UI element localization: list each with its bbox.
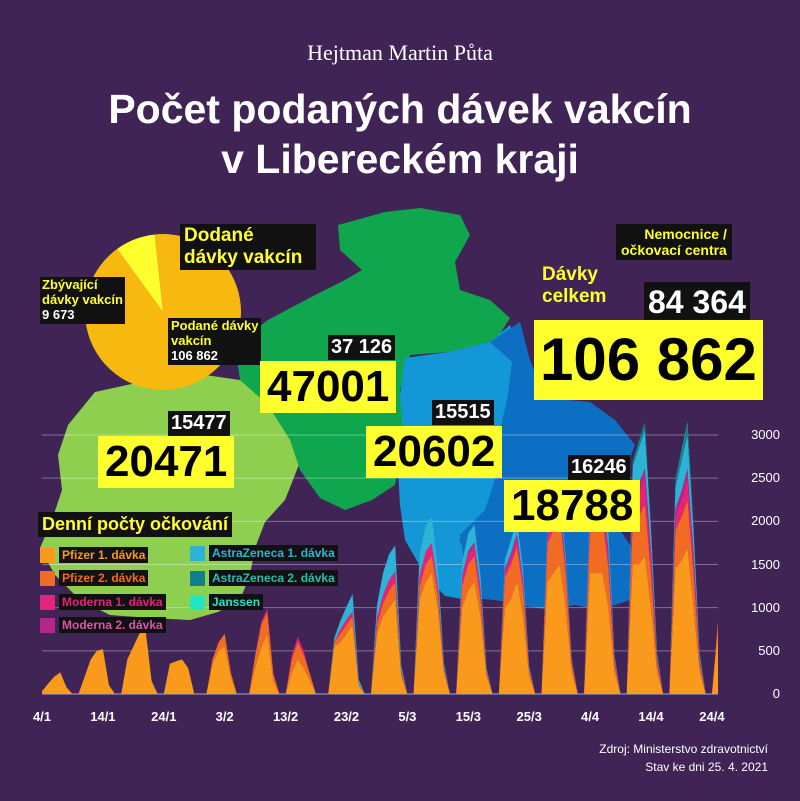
page-title: Počet podaných dávek vakcín v Libereckém… — [0, 84, 800, 184]
x-tick-label: 15/3 — [455, 709, 481, 724]
x-tick-label: 4/4 — [581, 709, 600, 724]
y-tick-label: 3000 — [751, 427, 780, 442]
y-tick-label: 2000 — [751, 513, 780, 529]
legend-label: AstraZeneca 1. dávka — [209, 545, 338, 561]
legend-swatch — [190, 545, 205, 561]
pie-remaining-label: Zbývající dávky vakcín 9 673 — [40, 277, 125, 324]
centers-value: 84 364 — [644, 282, 750, 323]
total-value: 106 862 — [534, 320, 763, 400]
legend-swatch — [40, 594, 55, 610]
legend-label: Moderna 2. dávka — [59, 617, 166, 633]
chart-areas — [42, 422, 718, 694]
x-tick-label: 24/1 — [151, 709, 177, 724]
region-north-total: 47001 — [260, 361, 397, 413]
legend-item: AstraZeneca 2. dávka — [190, 570, 338, 586]
legend-item: Moderna 2. dávka — [40, 617, 166, 633]
legend-label: Moderna 1. dávka — [59, 594, 166, 610]
legend-item: AstraZeneca 1. dávka — [190, 545, 338, 561]
x-tick-label: 13/2 — [272, 709, 299, 724]
legend-title: Denní počty očkování — [38, 512, 233, 537]
legend-swatch — [40, 547, 55, 563]
pie-title: Dodané dávky vakcín — [180, 224, 316, 270]
x-tick-label: 5/3 — [398, 709, 417, 724]
legend-swatch — [40, 570, 55, 586]
x-tick-label: 3/2 — [215, 709, 234, 724]
title-line-2: v Libereckém kraji — [221, 136, 579, 182]
y-tick-label: 2500 — [751, 470, 780, 486]
date-line: Stav ke dni 25. 4. 2021 — [645, 760, 768, 774]
region-west-sub: 15477 — [168, 411, 230, 436]
area-series-pfizer-2-d-vka — [42, 499, 718, 694]
region-center-sub: 15515 — [432, 400, 494, 425]
region-east-total: 18788 — [504, 480, 641, 532]
legend-item: Moderna 1. dávka — [40, 594, 166, 610]
y-tick-label: 0 — [772, 686, 780, 701]
y-tick-label: 1500 — [751, 556, 780, 572]
area-series-pfizer-1-d-vka — [42, 547, 718, 694]
legend-label: Janssen — [209, 594, 264, 610]
total-label: Dávky celkem — [542, 264, 607, 307]
y-tick-label: 500 — [758, 642, 780, 658]
legend-label: Pfizer 2. dávka — [59, 570, 149, 586]
region-east-sub: 16246 — [568, 455, 630, 480]
pie-remaining-value: 9 673 — [42, 306, 75, 322]
legend-swatch — [190, 570, 205, 586]
legend-item: Pfizer 2. dávka — [40, 570, 149, 586]
pie-used-label: Podané dávky vakcín 106 862 — [168, 318, 262, 365]
region-center-total: 20602 — [366, 426, 503, 478]
legend-swatch — [40, 617, 55, 633]
pie-used-value: 106 862 — [171, 347, 218, 363]
region-north-sub: 37 126 — [328, 335, 396, 360]
pie-slice-remaining — [117, 234, 163, 312]
region-west-total: 20471 — [98, 436, 235, 488]
x-tick-label: 25/3 — [516, 709, 542, 724]
legend-item: Pfizer 1. dávka — [40, 547, 149, 563]
source-line: Zdroj: Ministerstvo zdravotnictví — [599, 742, 768, 756]
legend-swatch — [190, 594, 205, 610]
centers-label: Nemocnice / očkovací centra — [616, 224, 732, 261]
x-tick-label: 24/4 — [699, 709, 725, 724]
y-tick-label: 1000 — [751, 599, 780, 615]
legend-label: Pfizer 1. dávka — [59, 547, 149, 563]
x-tick-label: 14/4 — [638, 709, 664, 724]
author-name: Hejtman Martin Půta — [307, 40, 493, 65]
legend-item: Janssen — [190, 594, 264, 610]
title-line-1: Počet podaných dávek vakcín — [108, 86, 692, 132]
x-tick-label: 4/1 — [32, 709, 52, 724]
legend-label: AstraZeneca 2. dávka — [209, 570, 338, 586]
x-tick-label: 14/1 — [90, 709, 116, 724]
x-tick-label: 23/2 — [333, 709, 360, 724]
